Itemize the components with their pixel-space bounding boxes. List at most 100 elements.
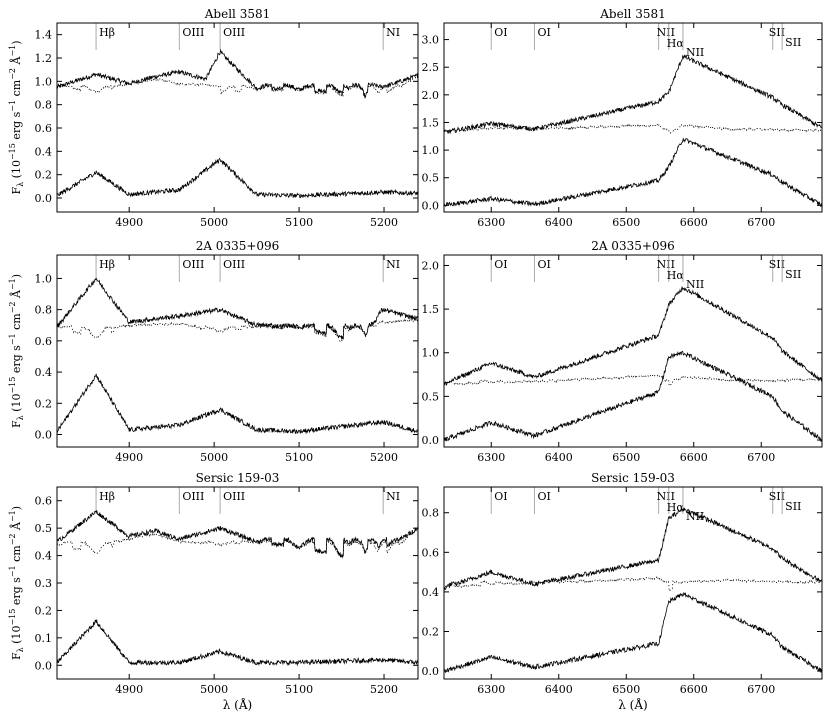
x-tick-label: 6600	[680, 216, 708, 229]
y-tick-label: 0.4	[35, 366, 53, 379]
x-tick-label: 6300	[477, 451, 505, 464]
y-tick-label: 1.2	[35, 52, 53, 65]
plot-frame	[56, 254, 419, 448]
line-label: OI	[537, 26, 550, 39]
spectrum-line	[443, 54, 823, 135]
y-tick-label: 0.5	[422, 390, 440, 403]
model-spectrum-line	[443, 576, 823, 593]
line-label: Hβ	[99, 490, 115, 503]
x-tick-label: 6400	[545, 216, 573, 229]
model-spectrum-line	[443, 374, 823, 387]
y-tick-label: 0.6	[35, 495, 53, 508]
line-label: NII	[686, 278, 704, 291]
y-axis-label-part: −1	[8, 100, 17, 112]
spectrum-line	[56, 619, 419, 667]
plot-frame	[56, 486, 419, 680]
line-label: OI	[537, 258, 550, 271]
x-tick-label: 6600	[680, 683, 708, 696]
x-tick-label: 4900	[115, 451, 143, 464]
x-tick-label: 6500	[612, 683, 640, 696]
y-axis-label-part: )	[10, 40, 23, 44]
y-axis-label-part: −1	[8, 565, 17, 577]
y-axis-label-part: λ	[16, 647, 25, 652]
y-tick-label: 0.5	[35, 522, 53, 535]
y-axis-label: Fλ (10−15 erg s−1 cm−2 Å−1)	[8, 40, 25, 194]
x-tick-label: 5000	[200, 451, 228, 464]
y-tick-label: 0.6	[422, 546, 440, 559]
x-tick-label: 6500	[612, 451, 640, 464]
x-tick-label: 5000	[200, 683, 228, 696]
line-label: SII	[785, 36, 801, 49]
line-label: NII	[686, 46, 704, 59]
y-axis-label-part: −1	[8, 333, 17, 345]
y-tick-label: 2.5	[422, 61, 440, 74]
line-label: Hα	[667, 269, 685, 282]
y-tick-label: 0.8	[35, 304, 53, 317]
y-axis-label: Fλ (10−15 erg s−1 cm−2 Å−1)	[8, 506, 25, 660]
y-axis-label-part: Å	[9, 521, 23, 533]
y-tick-label: 0.0	[35, 659, 53, 672]
line-label: OI	[537, 490, 550, 503]
y-tick-label: 1.5	[422, 303, 440, 316]
model-spectrum-line	[56, 75, 419, 100]
y-tick-label: 0.0	[422, 434, 440, 447]
line-label: OIII	[182, 258, 204, 271]
y-axis-label-part: )	[10, 274, 23, 278]
x-tick-label: 5100	[285, 216, 313, 229]
y-axis-label-part: −2	[8, 68, 17, 80]
panel-title: Abell 3581	[599, 7, 665, 21]
x-tick-label: 5200	[370, 683, 398, 696]
y-tick-label: 0.5	[422, 172, 440, 185]
y-tick-label: 0.6	[35, 122, 53, 135]
y-axis-label-part: −1	[8, 45, 17, 57]
y-axis-label-part: Å	[9, 289, 23, 301]
x-tick-label: 6500	[612, 216, 640, 229]
line-label: OIII	[182, 26, 204, 39]
x-tick-label: 6700	[747, 683, 775, 696]
x-tick-label: 5200	[370, 216, 398, 229]
y-tick-label: 0.0	[35, 429, 53, 442]
y-axis-label-part: (10	[10, 394, 23, 416]
line-label: NII	[686, 510, 704, 523]
y-tick-label: 0.0	[35, 192, 53, 205]
line-label: Hα	[667, 37, 685, 50]
line-label: NI	[386, 258, 400, 271]
y-tick-label: 2.0	[422, 259, 440, 272]
line-label: Hα	[667, 501, 685, 514]
y-axis-label-part: (10	[10, 626, 23, 648]
panel-blue-2: Sersic 159-03 Hβ OIII OIII NI 4900 5000 5100 520…	[8, 471, 419, 712]
line-label: OIII	[223, 258, 245, 271]
x-tick-label: 6400	[545, 451, 573, 464]
y-axis-label-part: F	[10, 420, 23, 428]
y-axis-label-part: −2	[8, 534, 17, 546]
y-axis-label-part: −2	[8, 302, 17, 314]
y-axis-label: Fλ (10−15 erg s−1 cm−2 Å−1)	[8, 274, 25, 428]
panel-blue-1: 2A 0335+096 Hβ OIII OIII NI 4900 5000 5100 5200 0…	[8, 239, 419, 464]
x-axis-label: λ (Å)	[223, 697, 252, 712]
line-label: Hβ	[99, 258, 115, 271]
panel-title: 2A 0335+096	[196, 239, 280, 253]
y-tick-label: 0.2	[35, 397, 53, 410]
x-tick-label: 5100	[285, 683, 313, 696]
y-axis-label-part: −1	[8, 510, 17, 522]
y-tick-label: 0.8	[422, 507, 440, 520]
spectrum-line	[443, 507, 823, 591]
panel-title: 2A 0335+096	[591, 239, 675, 253]
y-tick-label: 0.2	[35, 169, 53, 182]
spectrum-line	[56, 373, 419, 435]
x-tick-label: 5200	[370, 451, 398, 464]
y-axis-label-part: −1	[8, 278, 17, 290]
y-axis-label-part: λ	[16, 415, 25, 420]
line-label: SII	[769, 258, 785, 271]
x-tick-label: 6300	[477, 683, 505, 696]
y-tick-label: 0.3	[35, 577, 53, 590]
x-tick-label: 4900	[115, 683, 143, 696]
line-label: OI	[494, 258, 507, 271]
line-label: Hβ	[99, 26, 115, 39]
x-tick-label: 6600	[680, 451, 708, 464]
y-tick-label: 0.0	[422, 199, 440, 212]
y-tick-label: 1.0	[35, 272, 53, 285]
